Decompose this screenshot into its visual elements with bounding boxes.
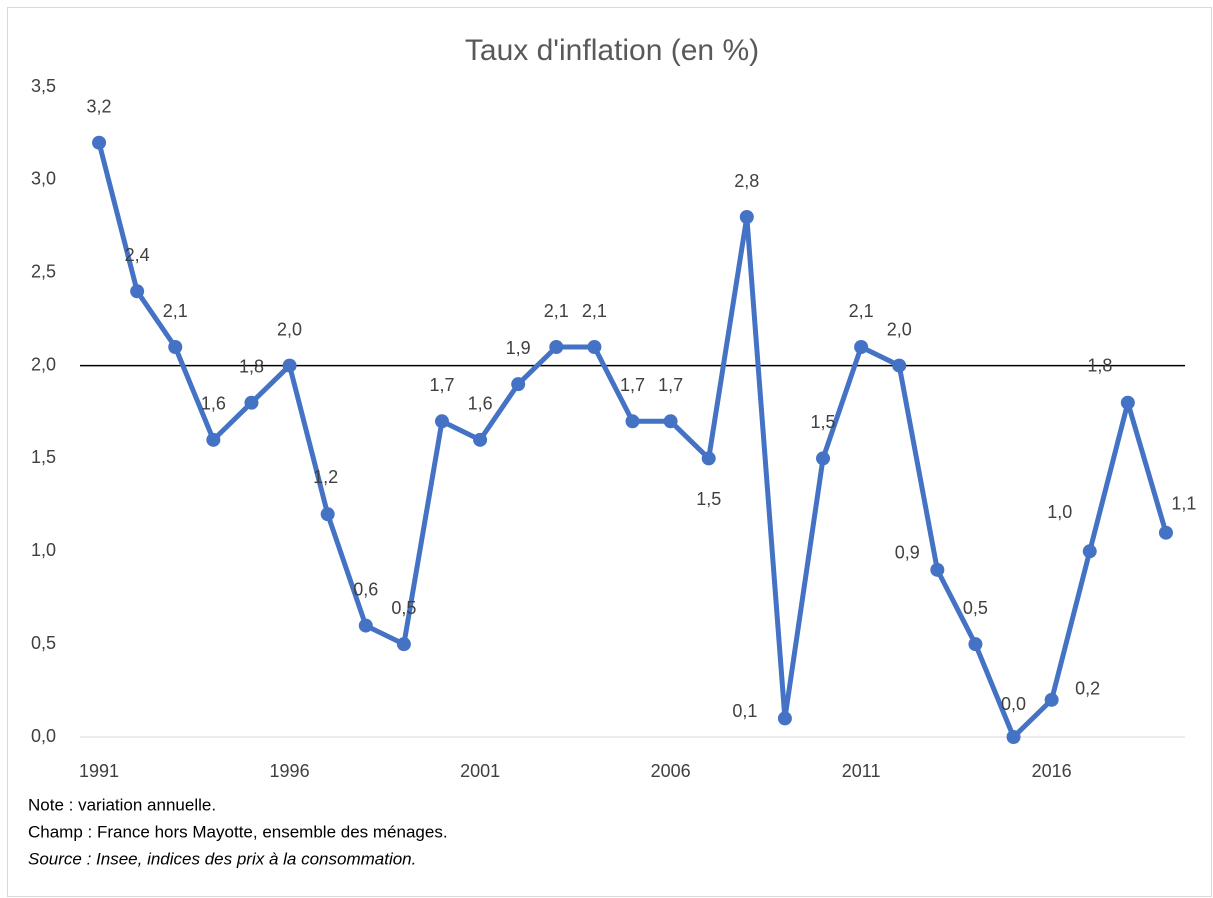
marker: [358, 618, 373, 633]
data-label: 1,6: [468, 394, 493, 414]
marker: [320, 507, 335, 522]
marker: [206, 432, 221, 447]
data-label: 0,9: [895, 543, 920, 563]
x-tick-label: 1991: [79, 761, 119, 781]
marker: [625, 414, 640, 429]
marker: [1044, 692, 1059, 707]
marker: [777, 711, 792, 726]
data-label: 1,5: [811, 412, 836, 432]
y-tick-label: 3,5: [31, 76, 56, 96]
y-tick-label: 2,5: [31, 261, 56, 281]
data-label: 1,1: [1171, 493, 1196, 513]
data-label: 1,6: [201, 394, 226, 414]
data-label: 2,4: [125, 245, 150, 265]
y-tick-label: 0,0: [31, 726, 56, 746]
marker: [968, 637, 983, 652]
x-tick-label: 2016: [1032, 761, 1072, 781]
x-tick-label: 2006: [651, 761, 691, 781]
data-label: 1,9: [506, 338, 531, 358]
marker: [854, 340, 869, 354]
data-label: 1,8: [239, 356, 264, 376]
data-label: 1,7: [620, 375, 645, 395]
marker: [549, 340, 564, 354]
marker: [1082, 544, 1097, 559]
note: Source : Insee, indices des prix à la co…: [28, 849, 416, 868]
data-label: 0,6: [353, 579, 378, 599]
marker: [892, 358, 907, 373]
data-label: 1,2: [313, 467, 338, 487]
data-label: 2,0: [277, 319, 302, 339]
marker: [930, 562, 945, 577]
marker: [130, 284, 145, 299]
data-label: 0,0: [1001, 694, 1026, 714]
marker: [739, 210, 754, 224]
marker: [816, 451, 831, 466]
y-tick-label: 0,5: [31, 633, 56, 653]
marker: [1120, 395, 1135, 410]
data-label: 2,1: [163, 301, 188, 321]
y-tick-label: 1,5: [31, 447, 56, 467]
marker: [1006, 730, 1021, 744]
data-label: 2,0: [887, 319, 912, 339]
marker: [396, 637, 411, 652]
data-label: 1,8: [1087, 355, 1112, 375]
marker: [511, 377, 526, 392]
marker: [587, 340, 602, 354]
data-label: 2,1: [849, 301, 874, 321]
data-label: 0,2: [1075, 679, 1100, 699]
line: [96, 142, 1169, 740]
data-label: 2,1: [544, 301, 569, 321]
marker: [168, 340, 183, 354]
marker: [663, 414, 678, 429]
y-tick-label: 1,0: [31, 540, 56, 560]
data-label: 3,2: [87, 96, 112, 116]
data-label: 1,7: [658, 375, 683, 395]
data-label: 2,8: [734, 171, 759, 191]
y-tick-label: 3,0: [31, 169, 56, 189]
note: Champ : France hors Mayotte, ensemble de…: [28, 822, 448, 841]
marker: [1158, 525, 1173, 540]
data-label: 1,5: [696, 489, 721, 509]
chart-title: Taux d'inflation (en %): [465, 34, 759, 67]
data-label: 1,0: [1047, 502, 1072, 522]
marker: [434, 414, 449, 429]
chart-frame: [7, 7, 1212, 897]
data-label: 0,5: [963, 598, 988, 618]
y-tick-label: 2,0: [31, 354, 56, 374]
note: Note : variation annuelle.: [28, 795, 216, 814]
marker: [244, 395, 259, 410]
data-label: 2,1: [582, 301, 607, 321]
data-label: 0,1: [732, 701, 757, 721]
x-tick-label: 2001: [460, 761, 500, 781]
marker: [473, 432, 488, 447]
x-tick-label: 1996: [270, 761, 310, 781]
x-tick-label: 2011: [842, 761, 881, 781]
marker: [282, 358, 297, 373]
data-label: 1,7: [429, 375, 454, 395]
marker: [92, 135, 107, 150]
data-label: 0,5: [391, 598, 416, 618]
marker: [701, 451, 716, 466]
